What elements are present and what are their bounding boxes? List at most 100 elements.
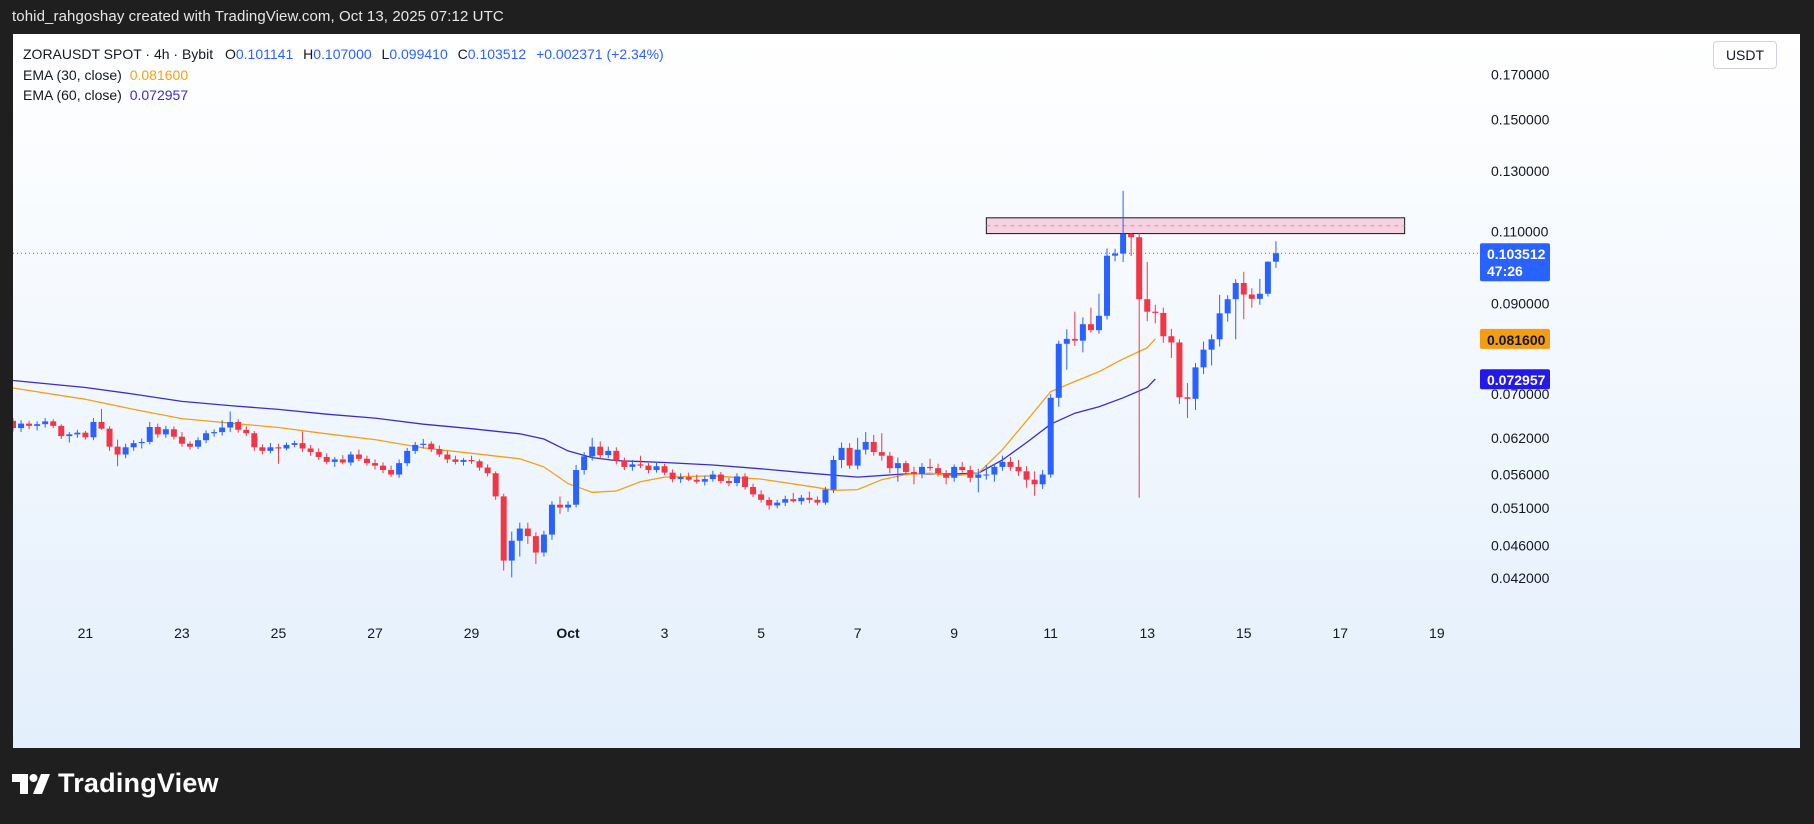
candle[interactable] [130,440,137,451]
candle[interactable] [58,424,65,440]
candle[interactable] [1079,317,1086,353]
candle[interactable] [13,418,16,432]
candle[interactable] [774,499,781,509]
candle[interactable] [1136,232,1143,498]
candle[interactable] [838,442,845,469]
candle[interactable] [1208,334,1215,366]
candle[interactable] [203,430,210,444]
candle[interactable] [331,456,338,467]
candle[interactable] [669,469,676,483]
candle[interactable] [806,491,813,504]
candle[interactable] [211,429,218,437]
candle[interactable] [894,457,901,482]
candle[interactable] [146,421,153,445]
candle[interactable] [677,473,684,483]
candle[interactable] [106,426,113,451]
candle[interactable] [138,438,145,449]
candle[interactable] [1015,460,1022,476]
candle[interactable] [637,455,644,469]
candle[interactable] [830,455,837,494]
candle[interactable] [259,444,266,455]
candle[interactable] [1248,288,1255,308]
candle[interactable] [1152,304,1159,324]
candle[interactable] [822,486,829,505]
candle[interactable] [219,420,226,436]
legend-ema30-label[interactable]: EMA (30, close) [23,66,122,83]
candle[interactable] [492,471,499,500]
candle[interactable] [1023,466,1030,488]
candle[interactable] [355,449,362,462]
candle[interactable] [540,530,547,557]
candle[interactable] [516,522,523,557]
candle[interactable] [814,496,821,506]
candle[interactable] [396,459,403,478]
candle[interactable] [886,452,893,474]
candle[interactable] [476,459,483,471]
candle[interactable] [557,496,564,514]
candle[interactable] [307,444,314,456]
chart-area[interactable]: 0.170000 0.150000 0.130000 0.110000 0.090000… [13,34,1800,748]
candle[interactable] [742,473,749,490]
candle[interactable] [621,457,628,471]
candle[interactable] [1112,248,1119,262]
candle[interactable] [1192,363,1199,410]
candle[interactable] [709,470,716,482]
candle[interactable] [82,430,89,440]
candle[interactable] [1031,471,1038,496]
candle[interactable] [460,458,467,466]
candle[interactable] [66,432,73,443]
candle[interactable] [347,451,354,466]
candle[interactable] [1128,232,1135,257]
candle[interactable] [162,425,169,438]
candle[interactable] [74,429,81,438]
candle[interactable] [154,423,161,438]
candle[interactable] [701,475,708,486]
candle[interactable] [1216,294,1223,347]
candle[interactable] [452,455,459,465]
candle[interactable] [733,473,740,487]
candle[interactable] [1039,470,1046,489]
candle[interactable] [597,441,604,460]
candle[interactable] [927,458,934,471]
candle[interactable] [1176,339,1183,405]
candle[interactable] [98,408,105,430]
candle[interactable] [1168,328,1175,358]
candle[interactable] [846,443,853,469]
ema-30-badge[interactable]: 0.081600 [1480,328,1550,349]
candle[interactable] [500,493,507,571]
candle[interactable] [1224,295,1231,322]
candle[interactable] [283,442,290,451]
candle[interactable] [26,420,33,430]
candle[interactable] [42,418,49,428]
price-chart[interactable]: 0.170000 0.150000 0.130000 0.110000 0.090000… [13,34,1800,748]
candle[interactable] [693,474,700,484]
candle[interactable] [291,440,298,448]
candle[interactable] [629,460,636,471]
candle[interactable] [605,446,612,459]
candle[interactable] [275,443,282,464]
candle[interactable] [1240,271,1247,320]
candle[interactable] [90,418,97,441]
candle[interactable] [910,466,917,485]
candle[interactable] [983,465,990,480]
candle[interactable] [685,472,692,482]
candle[interactable] [1095,293,1102,334]
candle[interactable] [1200,341,1207,375]
candle[interactable] [371,459,378,470]
candle[interactable] [444,450,451,464]
candle[interactable] [548,501,555,540]
candle[interactable] [975,468,982,493]
candle[interactable] [902,460,909,476]
legend-symbol[interactable]: ZORAUSDT SPOT · 4h · Bybit [23,46,214,62]
candle[interactable] [967,465,974,483]
candle[interactable] [1007,456,1014,471]
legend-ema60-label[interactable]: EMA (60, close) [23,87,122,103]
candle[interactable] [1264,261,1271,297]
candle[interactable] [999,455,1006,471]
candle[interactable] [1071,311,1078,347]
candle[interactable] [1120,190,1127,263]
candle[interactable] [653,461,660,473]
candle[interactable] [918,463,925,479]
candle[interactable] [766,497,773,510]
